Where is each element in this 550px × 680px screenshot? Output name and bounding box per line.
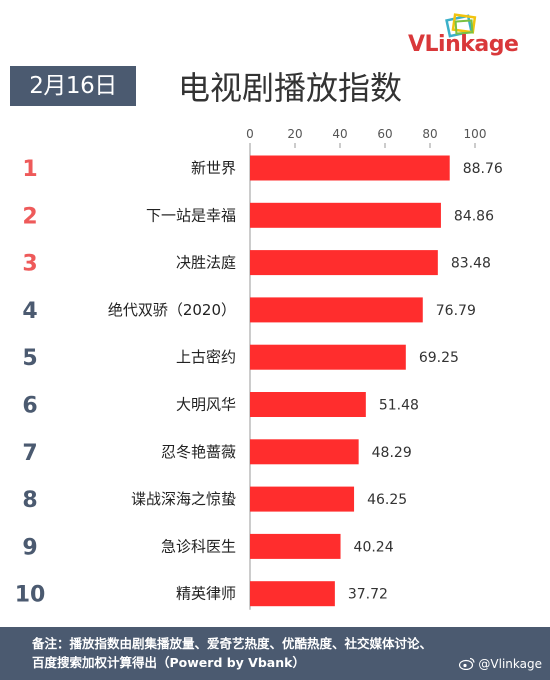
rank-label: 4 xyxy=(22,299,37,324)
rank-label: 10 xyxy=(15,583,46,608)
x-tick-label: 80 xyxy=(422,127,437,141)
date-badge: 2月16日 xyxy=(10,66,136,106)
bar xyxy=(250,155,450,181)
chart-rows: 1 新世界 88.76 2 下一站是幸福 84.86 3 决胜法庭 83.48 4 绝代双骄（202… xyxy=(15,155,503,608)
x-tick-label: 20 xyxy=(287,127,302,141)
x-tick-label: 40 xyxy=(332,127,347,141)
category-label: 决胜法庭 xyxy=(176,254,236,272)
x-tick-label: 100 xyxy=(464,127,487,141)
bar xyxy=(250,533,341,559)
category-label: 大明风华 xyxy=(176,396,236,414)
logo-frames-icon xyxy=(445,13,477,38)
logo-text: VLinkage xyxy=(408,32,519,57)
rank-label: 1 xyxy=(22,157,37,182)
bar xyxy=(250,202,441,228)
x-tick-label: 0 xyxy=(246,127,254,141)
category-label: 急诊科医生 xyxy=(161,537,236,555)
footer: 备注：播放指数由剧集播放量、爱奇艺热度、优酷热度、社交媒体讨论、 百度搜索加权计… xyxy=(0,627,550,680)
value-label: 48.29 xyxy=(372,445,412,461)
rank-label: 5 xyxy=(22,346,37,371)
rank-label: 6 xyxy=(22,394,37,419)
rank-label: 3 xyxy=(22,252,37,277)
weibo-watermark: @Vlinkage xyxy=(459,657,542,671)
footer-note-line2: 百度搜索加权计算得出（Powerd by Vbank） xyxy=(32,655,305,670)
category-label: 新世界 xyxy=(191,159,236,177)
category-label: 忍冬艳蔷薇 xyxy=(161,443,236,461)
bar-chart: 0 20 40 60 80 100 1 新世界 88.76 2 下一站是幸福 84.86 3 决胜法庭 8… xyxy=(15,127,503,610)
vlinkage-logo: VLinkage xyxy=(408,12,538,60)
value-label: 51.48 xyxy=(379,398,419,414)
page-title: 电视剧播放指数 xyxy=(177,69,402,107)
value-label: 88.76 xyxy=(463,161,503,177)
bar xyxy=(250,581,335,607)
rank-label: 2 xyxy=(22,204,37,229)
value-label: 84.86 xyxy=(454,208,494,224)
category-label: 下一站是幸福 xyxy=(146,206,236,224)
bar xyxy=(250,486,355,512)
bar xyxy=(250,392,366,417)
value-label: 37.72 xyxy=(348,587,388,603)
x-axis: 0 20 40 60 80 100 xyxy=(246,127,486,610)
rank-label: 7 xyxy=(22,441,37,466)
footer-note-line1: 备注：播放指数由剧集播放量、爱奇艺热度、优酷热度、社交媒体讨论、 xyxy=(32,636,433,651)
footer-note: 备注：播放指数由剧集播放量、爱奇艺热度、优酷热度、社交媒体讨论、 百度搜索加权计… xyxy=(32,634,472,672)
value-label: 83.48 xyxy=(451,256,491,272)
rank-label: 8 xyxy=(22,488,37,513)
bar xyxy=(250,297,423,323)
bar xyxy=(250,439,359,465)
value-label: 69.25 xyxy=(419,350,459,366)
x-tick-label: 60 xyxy=(377,127,392,141)
category-label: 精英律师 xyxy=(176,585,236,603)
weibo-icon xyxy=(459,657,476,670)
value-label: 40.24 xyxy=(354,539,394,555)
watermark-text: @Vlinkage xyxy=(478,657,542,671)
rank-label: 9 xyxy=(22,535,37,560)
category-label: 谍战深海之惊蛰 xyxy=(131,490,236,508)
bar xyxy=(250,344,406,370)
category-label: 上古密约 xyxy=(176,348,236,366)
value-label: 46.25 xyxy=(367,492,407,508)
value-label: 76.79 xyxy=(436,303,476,319)
category-label: 绝代双骄（2020） xyxy=(108,301,236,319)
bar xyxy=(250,250,438,276)
